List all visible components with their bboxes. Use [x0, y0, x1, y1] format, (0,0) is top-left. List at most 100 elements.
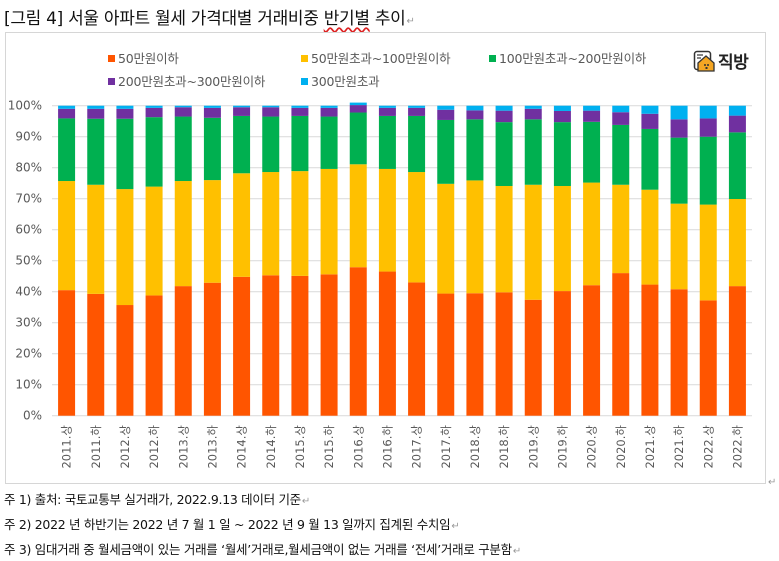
- bar-segment-1: [145, 295, 163, 416]
- legend-swatch: [301, 78, 308, 85]
- bar-segment-1: [437, 293, 455, 416]
- bar-segment-5: [291, 105, 309, 108]
- bar-segment-4: [612, 112, 630, 125]
- footnote-2: 주 2) 2022 년 하반기는 2022 년 7 월 1 일 ~ 2022 년…: [4, 514, 460, 533]
- bar-segment-5: [203, 105, 221, 108]
- bar-segment-1: [291, 275, 309, 416]
- bar-segment-4: [583, 110, 601, 122]
- y-tick-label: 20%: [15, 347, 42, 361]
- y-tick-label: 50%: [15, 254, 42, 268]
- bar-segment-5: [583, 105, 601, 111]
- bar-segment-2: [291, 171, 309, 276]
- bar-segment-1: [203, 282, 221, 416]
- x-tick-label: 2013.상: [176, 425, 190, 469]
- bar-segment-3: [495, 122, 513, 186]
- y-tick-label: 90%: [15, 130, 42, 144]
- bar-segment-4: [437, 109, 455, 120]
- bar-segment-3: [349, 112, 367, 165]
- bar-segment-2: [233, 173, 251, 277]
- bar-segment-4: [553, 110, 571, 123]
- x-tick-label: 2022.상: [701, 425, 715, 469]
- bar-segment-1: [495, 292, 513, 416]
- bar-segment-2: [349, 164, 367, 268]
- bar-segment-1: [699, 300, 717, 416]
- bar-segment-4: [524, 108, 542, 120]
- y-tick-label: 80%: [15, 161, 42, 175]
- x-tick-label: 2014.하: [264, 425, 278, 469]
- bar-segment-5: [612, 105, 630, 113]
- bar-segment-3: [58, 118, 76, 182]
- x-tick-label: 2018.상: [468, 425, 482, 469]
- bar-segment-4: [349, 105, 367, 113]
- y-axis-ticks: 0% 10% 20% 30% 40% 50% 60% 70% 80% 90% 100%: [8, 99, 42, 423]
- bar-segment-5: [58, 105, 76, 109]
- y-tick-label: 10%: [15, 378, 42, 392]
- footnote-3: 주 3) 임대거래 중 월세금액이 있는 거래를 ‘월세’거래로,월세금액이 없…: [4, 539, 521, 558]
- bar-segment-5: [233, 105, 251, 108]
- x-tick-label: 2018.하: [497, 425, 511, 469]
- bar-segment-1: [553, 291, 571, 416]
- bar-segment-1: [233, 276, 251, 416]
- bar-segment-3: [203, 117, 221, 181]
- zigbang-logo: 직방: [693, 48, 749, 73]
- bar-segment-5: [524, 105, 542, 109]
- x-tick-label: 2020.하: [614, 425, 628, 469]
- footnote-1: 주 1) 출처: 국토교통부 실거래가, 2022.9.13 데이터 기준↵: [4, 489, 310, 508]
- paragraph-mark-icon: ↵: [406, 16, 415, 27]
- bar-segment-2: [408, 172, 426, 283]
- bar-segment-3: [728, 132, 746, 200]
- bars: [58, 102, 746, 416]
- bar-segment-5: [466, 105, 484, 111]
- bar-segment-4: [670, 119, 688, 138]
- legend-swatch: [108, 78, 115, 85]
- bar-segment-3: [670, 137, 688, 204]
- y-tick-label: 60%: [15, 223, 42, 237]
- bar-segment-2: [699, 204, 717, 301]
- bar-segment-3: [408, 115, 426, 173]
- bar-segment-3: [699, 136, 717, 205]
- bar-segment-1: [728, 286, 746, 416]
- legend-label: 50만원이하: [118, 51, 179, 66]
- bar-segment-4: [378, 107, 396, 116]
- y-tick-label: 30%: [15, 316, 42, 330]
- y-tick-label: 100%: [8, 99, 42, 113]
- bar-segment-1: [378, 271, 396, 416]
- house-logo-icon: [693, 50, 715, 72]
- bar-segment-4: [58, 108, 76, 119]
- bar-segment-5: [437, 105, 455, 110]
- x-tick-label: 2019.하: [555, 425, 569, 469]
- legend-swatch: [489, 55, 496, 62]
- logo-text: 직방: [718, 53, 749, 73]
- x-tick-label: 2017.상: [410, 425, 424, 469]
- bar-segment-3: [524, 119, 542, 185]
- bar-segment-3: [320, 116, 338, 169]
- legend-item-3: 100만원초과~200만원이하: [489, 48, 646, 67]
- x-tick-label: 2014.상: [235, 425, 249, 469]
- bar-segment-5: [408, 105, 426, 108]
- bar-segment-2: [583, 182, 601, 286]
- x-tick-label: 2016.상: [351, 425, 365, 469]
- footnote-text: 주 3) 임대거래 중 월세금액이 있는 거래를 ‘월세’거래로,월세금액이 없…: [4, 542, 512, 557]
- bar-segment-4: [641, 113, 659, 129]
- legend-item-4: 200만원초과~300만원이하: [108, 71, 265, 90]
- bar-segment-4: [728, 115, 746, 133]
- bar-segment-2: [145, 186, 163, 296]
- bar-segment-3: [174, 116, 192, 182]
- bar-segment-2: [262, 172, 280, 276]
- bar-segment-5: [349, 102, 367, 106]
- y-tick-label: 0%: [23, 409, 42, 423]
- bar-segment-3: [262, 116, 280, 173]
- legend-label: 50만원초과~100만원이하: [311, 51, 451, 66]
- bar-segment-1: [116, 305, 134, 416]
- bar-segment-2: [437, 183, 455, 294]
- bar-segment-4: [262, 107, 280, 117]
- bar-segment-5: [145, 105, 163, 108]
- x-tick-label: 2021.상: [643, 425, 657, 469]
- caption-text: [그림 4] 서울 아파트 월세 가격대별 거래비중: [4, 9, 324, 29]
- bar-segment-3: [553, 122, 571, 186]
- bar-segment-4: [408, 107, 426, 116]
- bar-segment-1: [58, 290, 76, 416]
- legend-item-5: 300만원초과: [301, 71, 380, 90]
- footnote-text: 주 1) 출처: 국토교통부 실거래가, 2022.9.13 데이터 기준: [4, 492, 301, 507]
- bar-segment-3: [641, 128, 659, 190]
